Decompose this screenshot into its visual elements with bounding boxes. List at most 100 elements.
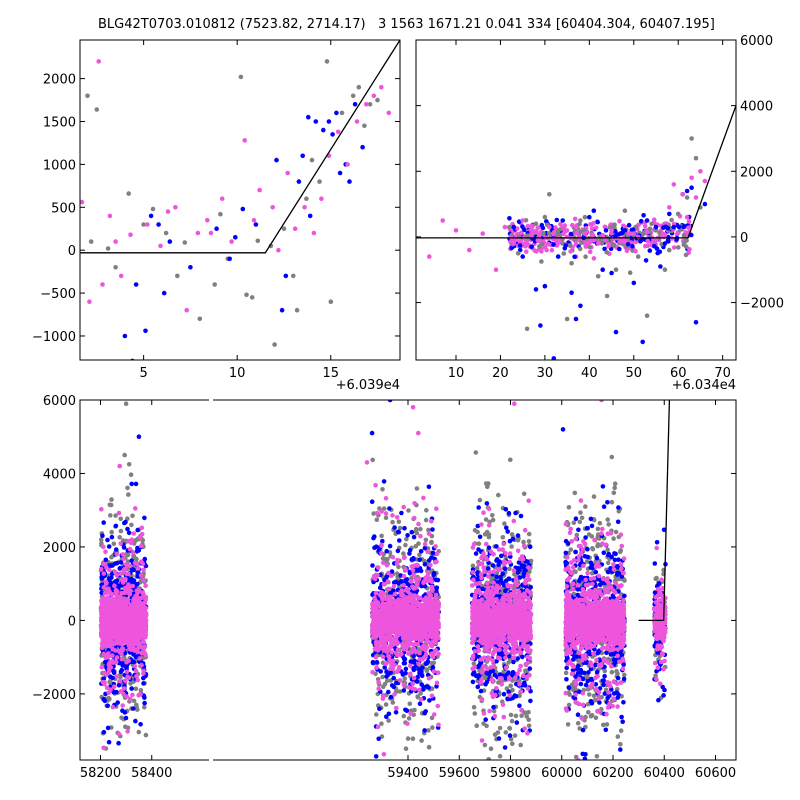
data-point-gray [136, 729, 142, 735]
data-point-blue [560, 218, 565, 223]
data-point-pink [124, 604, 129, 610]
data-point-blue [126, 530, 132, 536]
data-point-pink [128, 232, 133, 237]
data-point-gray [578, 229, 583, 235]
data-point-pink [130, 550, 136, 555]
data-point-blue [377, 706, 382, 712]
data-point-pink [251, 217, 257, 223]
data-point-blue [381, 479, 387, 484]
data-point-gray [579, 240, 584, 245]
data-point-gray [383, 515, 389, 521]
data-point-gray [555, 231, 561, 236]
data-point-pink [108, 635, 113, 640]
data-point-pink [392, 692, 397, 697]
data-point-pink [380, 605, 386, 611]
data-point-pink [335, 129, 341, 135]
data-point-blue [399, 510, 404, 516]
data-point-pink [123, 629, 129, 635]
data-point-gray [484, 723, 489, 729]
data-point-pink [570, 222, 575, 228]
data-point-gray [424, 508, 429, 513]
data-point-blue [283, 273, 289, 279]
data-point-blue [300, 153, 306, 159]
data-point-gray [403, 746, 409, 751]
data-point-gray [403, 542, 408, 548]
data-point-gray [410, 736, 416, 741]
data-point-blue [595, 219, 600, 225]
data-point-blue [602, 246, 607, 252]
data-point-pink [591, 237, 597, 243]
data-point-pink [422, 541, 428, 547]
data-point-gray [508, 457, 513, 463]
data-point-blue [106, 739, 112, 745]
data-point-pink [582, 231, 588, 236]
data-point-pink [381, 752, 387, 757]
data-point-blue [352, 102, 358, 107]
data-point-gray [383, 702, 389, 707]
data-point-pink [106, 651, 111, 656]
data-point-pink [125, 599, 131, 605]
data-point-blue [662, 241, 668, 246]
data-point-gray [317, 179, 322, 184]
data-point-blue [101, 520, 106, 525]
data-point-pink [120, 552, 126, 557]
data-point-pink [698, 169, 703, 174]
x-offset-label: +6.039e4 [336, 378, 400, 393]
data-point-pink [112, 569, 118, 575]
data-point-pink [404, 643, 409, 648]
data-point-gray [471, 704, 477, 710]
data-point-gray [128, 472, 134, 478]
data-point-pink [587, 249, 593, 255]
data-point-pink [129, 640, 135, 646]
data-point-pink [414, 616, 419, 622]
data-point-blue [138, 722, 143, 727]
data-point-gray [291, 273, 296, 279]
data-point-pink [118, 541, 123, 546]
data-point-pink [414, 585, 419, 590]
data-point-blue [105, 703, 110, 709]
data-point-pink [379, 84, 384, 90]
data-point-pink [398, 631, 403, 637]
data-point-pink [467, 247, 472, 253]
data-point-blue [116, 740, 121, 746]
data-point-gray [609, 224, 614, 230]
data-point-gray [412, 707, 417, 713]
data-point-pink [114, 655, 120, 660]
data-point-pink [381, 581, 387, 587]
data-point-pink [453, 228, 459, 233]
data-point-pink [395, 652, 400, 658]
data-point-blue [647, 248, 653, 253]
data-point-pink [434, 631, 440, 636]
x-tick-label: 10 [229, 366, 246, 381]
data-point-pink [529, 223, 535, 228]
data-point-pink [417, 657, 423, 662]
data-point-pink [549, 247, 555, 253]
data-point-pink [119, 601, 125, 606]
data-point-pink [502, 224, 508, 230]
data-point-blue [631, 280, 637, 286]
data-point-blue [123, 519, 128, 525]
data-point-blue [337, 170, 343, 176]
data-point-gray [604, 249, 609, 255]
data-point-pink [113, 239, 118, 244]
data-point-gray [244, 292, 249, 298]
data-point-gray [126, 462, 132, 467]
data-point-gray [681, 233, 687, 238]
data-point-pink [125, 729, 130, 734]
data-point-blue [167, 239, 173, 244]
y-tick-label: −500 [40, 287, 76, 302]
data-point-pink [633, 249, 638, 254]
data-point-pink [432, 603, 437, 608]
data-point-pink [411, 572, 416, 578]
data-point-pink [139, 531, 145, 537]
data-point-pink [384, 635, 389, 641]
data-point-gray [599, 241, 605, 246]
data-point-blue [386, 689, 391, 695]
data-point-pink [158, 243, 163, 249]
y-tick-label: 2000 [740, 165, 773, 180]
data-point-pink [413, 577, 419, 582]
data-point-pink [383, 496, 389, 501]
data-point-pink [440, 218, 446, 223]
data-point-blue [516, 219, 522, 224]
data-point-pink [104, 685, 110, 691]
